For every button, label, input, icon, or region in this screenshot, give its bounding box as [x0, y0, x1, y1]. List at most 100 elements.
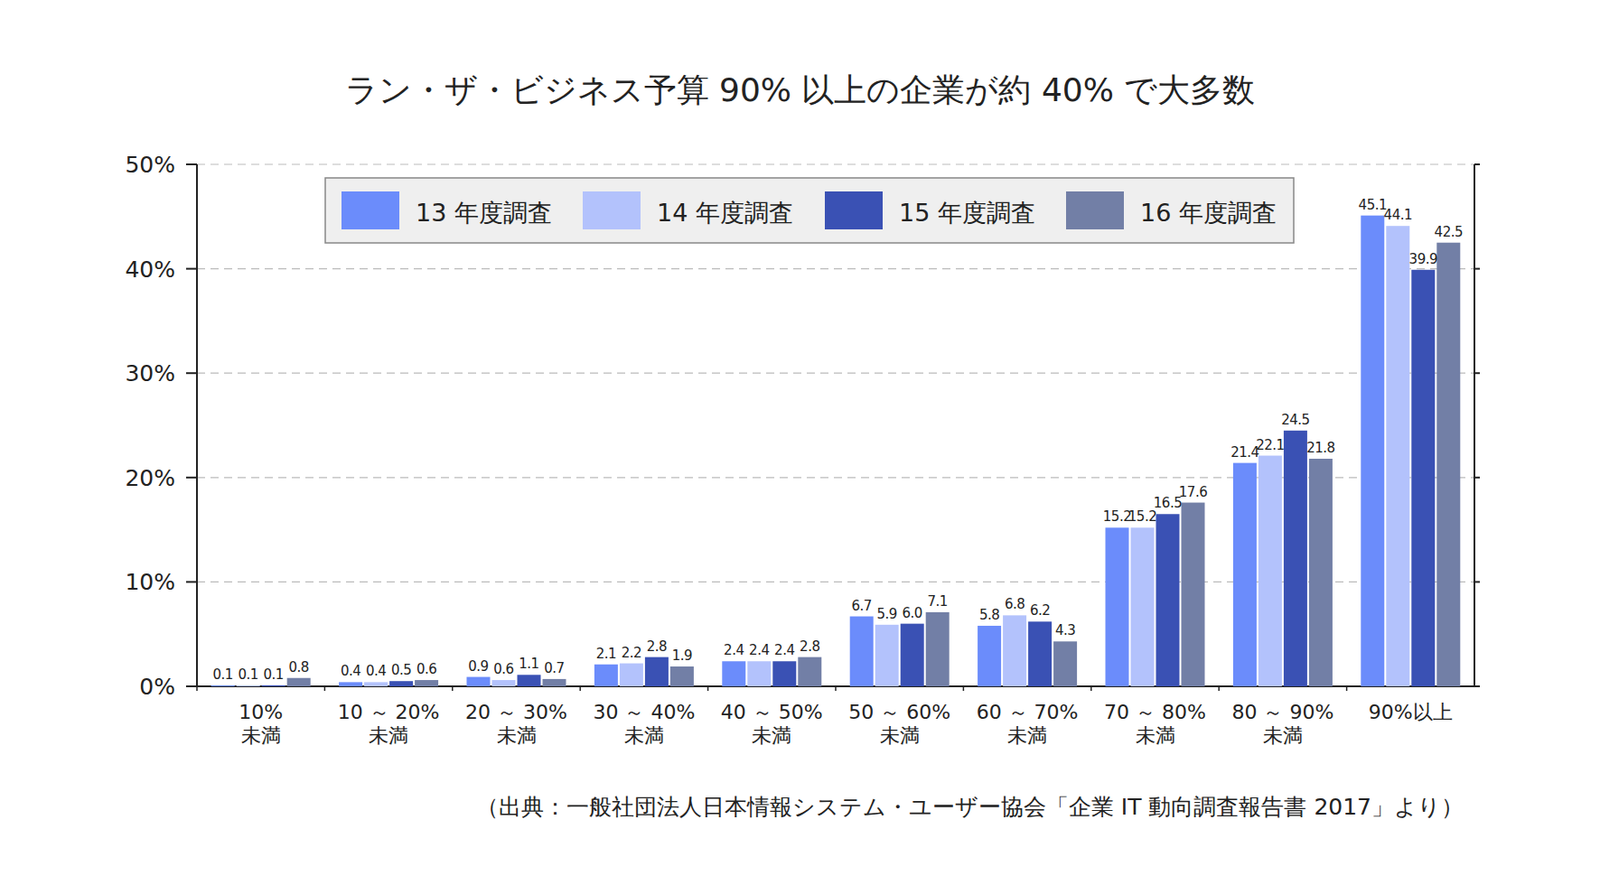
data-label: 7.1 [927, 593, 948, 610]
category-label: 10%未満 [238, 701, 283, 748]
category-line: 20 ～ 30% [465, 701, 568, 724]
category-label: 90%以上 [1368, 701, 1453, 724]
bar [1233, 463, 1257, 687]
data-label: 2.8 [646, 638, 667, 655]
category-line: 90%以上 [1368, 701, 1453, 724]
x-tick [834, 686, 837, 692]
y-axis-right [1473, 164, 1476, 687]
legend-swatch [824, 191, 883, 230]
tick [186, 580, 197, 583]
category-line: 未満 [1263, 724, 1303, 748]
category-label: 30 ～ 40%未満 [592, 701, 695, 748]
legend-label: 16 年度調査 [1140, 198, 1277, 227]
bar [492, 680, 516, 687]
category-line: 40 ～ 50% [720, 701, 824, 724]
bar [1411, 270, 1435, 687]
data-label: 6.2 [1029, 602, 1050, 619]
chart: ラン・ザ・ビジネス予算 90% 以上の企業が約 40% で大多数 0% 10% 20%… [0, 0, 1600, 885]
bar [1105, 527, 1130, 687]
bar [211, 685, 235, 687]
data-label: 6.8 [1004, 596, 1025, 613]
category-line: 50 ～ 60% [848, 701, 951, 724]
bar [645, 657, 669, 687]
bar [542, 679, 567, 687]
data-label: 5.8 [979, 607, 1000, 624]
data-label: 0.4 [340, 663, 361, 680]
data-label: 39.9 [1409, 251, 1438, 268]
category-line: 30 ～ 40% [592, 701, 695, 724]
legend: 13 年度調査14 年度調査15 年度調査16 年度調査 [325, 177, 1294, 244]
bar [389, 681, 413, 687]
data-label: 0.1 [213, 666, 234, 684]
category-line: 70 ～ 80% [1104, 701, 1207, 724]
category-line: 未満 [496, 724, 537, 748]
title: ラン・ザ・ビジネス予算 90% 以上の企業が約 40% で大多数 [345, 71, 1256, 109]
tick-label: 30% [124, 360, 176, 387]
x-tick [1090, 686, 1093, 692]
data-label: 0.4 [365, 663, 386, 680]
bar [517, 674, 542, 687]
data-label: 44.1 [1384, 206, 1413, 224]
tick [186, 477, 197, 479]
legend-box [325, 177, 1294, 244]
legend-swatch [582, 191, 641, 230]
category-line: 80 ～ 90% [1231, 701, 1334, 724]
x-tick [451, 686, 454, 692]
grid-line [196, 373, 1475, 375]
tick-label: 10% [124, 569, 176, 596]
category-label: 50 ～ 60%未満 [848, 701, 951, 748]
bar [772, 661, 796, 687]
data-label: 1.1 [518, 655, 539, 673]
bar [261, 685, 286, 687]
data-label: 0.5 [391, 662, 412, 679]
legend-label: 15 年度調査 [898, 198, 1036, 227]
bar [236, 685, 261, 687]
bar [1309, 458, 1333, 687]
tick [186, 372, 197, 375]
tick-label: 0% [139, 673, 176, 701]
data-label: 16.5 [1153, 495, 1182, 512]
data-label: 6.7 [851, 598, 872, 615]
category-label: 20 ～ 30%未満 [465, 701, 568, 748]
data-label: 21.8 [1306, 439, 1335, 457]
bar [364, 682, 388, 687]
y-axis [196, 164, 198, 687]
bar [797, 657, 822, 687]
grid-line [196, 477, 1475, 478]
data-label: 22.1 [1255, 437, 1284, 454]
category-line: 10 ～ 20% [337, 701, 440, 724]
category-line: 未満 [624, 724, 665, 748]
legend-swatch [1066, 191, 1124, 230]
data-label: 0.1 [238, 666, 259, 684]
tick-label: 50% [124, 151, 176, 178]
data-label: 6.0 [902, 605, 923, 622]
bar [1181, 503, 1206, 687]
data-label: 0.7 [543, 660, 564, 677]
bar [287, 678, 311, 687]
category-line: 60 ～ 70% [976, 701, 1079, 724]
bar [1436, 243, 1460, 687]
bar [1028, 621, 1052, 687]
x-tick [196, 686, 198, 692]
data-label: 5.9 [877, 606, 898, 623]
x-tick [1217, 686, 1220, 692]
bar [1385, 225, 1410, 687]
tick [186, 685, 197, 688]
bar [977, 626, 1002, 687]
data-label: 42.5 [1434, 224, 1463, 241]
source: （出典：一般社団法人日本情報システム・ユーザー協会「企業 IT 動向調査報告書 … [476, 794, 1464, 821]
data-label: 0.6 [416, 661, 437, 678]
grid-line [196, 268, 1475, 270]
data-label: 4.3 [1055, 622, 1076, 639]
legend-swatch [341, 191, 400, 230]
data-label: 0.8 [289, 659, 309, 676]
data-label: 0.1 [263, 666, 284, 684]
data-label: 2.1 [596, 645, 617, 663]
tick-label: 20% [124, 465, 176, 492]
bar [467, 677, 491, 687]
tick [186, 268, 197, 271]
x-tick [1346, 686, 1348, 692]
bar [1360, 215, 1385, 687]
bar [1131, 527, 1155, 687]
bar [670, 666, 694, 687]
